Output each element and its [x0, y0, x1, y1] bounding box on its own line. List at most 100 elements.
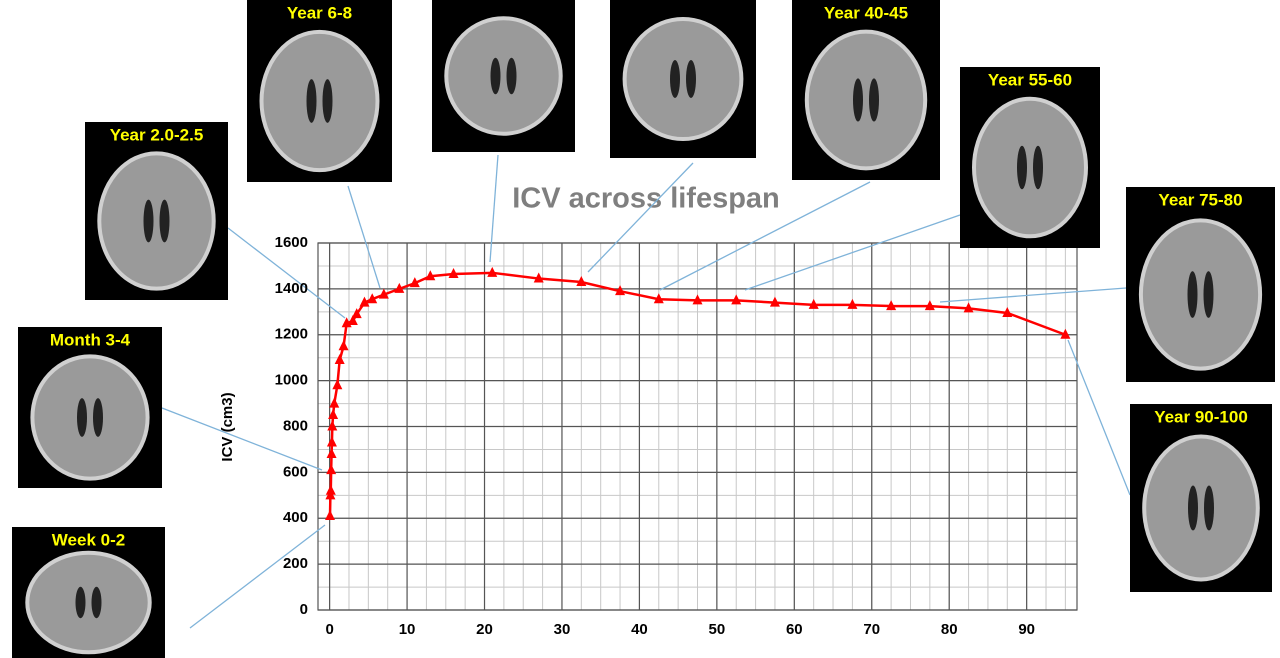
- y-tick-label: 1200: [275, 326, 308, 343]
- data-point: [448, 267, 459, 278]
- data-point: [963, 302, 974, 313]
- ventricle: [159, 199, 170, 243]
- x-tick-label: 50: [709, 621, 726, 638]
- y-tick-label: 1600: [275, 234, 308, 251]
- brain: [1138, 218, 1263, 371]
- data-point: [692, 294, 703, 305]
- x-tick-label: 70: [863, 621, 880, 638]
- data-point: [326, 436, 337, 447]
- ventricle: [490, 57, 501, 95]
- connector: [189, 524, 326, 629]
- data-point: [653, 293, 664, 304]
- data-point: [924, 300, 935, 311]
- data-point: [332, 379, 343, 390]
- brain: [1142, 434, 1260, 582]
- data-point: [327, 420, 338, 431]
- data-point: [334, 353, 345, 364]
- ventricle: [91, 586, 102, 619]
- connector: [939, 287, 1127, 303]
- x-tick-label: 10: [399, 621, 416, 638]
- data-point: [533, 272, 544, 283]
- data-point: [378, 288, 389, 299]
- ventricle: [306, 79, 317, 123]
- connector: [659, 181, 871, 291]
- image-label: Week 0-2: [52, 530, 125, 549]
- y-tick-label: 1400: [275, 280, 308, 297]
- data-point: [326, 464, 337, 475]
- ventricle: [686, 60, 696, 98]
- chart-title: ICV across lifespan: [512, 183, 780, 215]
- marks: [325, 266, 1071, 520]
- connector: [227, 227, 346, 319]
- ventricle: [670, 60, 680, 98]
- connector: [161, 407, 323, 471]
- y-tick-label: 800: [283, 417, 308, 434]
- ventricle: [1203, 271, 1214, 318]
- x-tick-label: 60: [786, 621, 803, 638]
- ventricle: [1187, 271, 1198, 318]
- ventricle: [93, 398, 103, 437]
- y-tick-label: 600: [283, 463, 308, 480]
- data-point: [487, 266, 498, 277]
- brain: [622, 16, 744, 142]
- data-point: [347, 314, 358, 325]
- data-point: [847, 298, 858, 309]
- data-point: [731, 294, 742, 305]
- ventricle: [1017, 145, 1027, 190]
- y-tick-label: 400: [283, 509, 308, 526]
- data-point: [325, 509, 336, 520]
- ventricle: [143, 199, 154, 243]
- image-label: Year 90-100: [1154, 407, 1248, 426]
- brain: [259, 29, 380, 173]
- x-tick-label: 0: [325, 621, 333, 638]
- data-point: [328, 409, 339, 420]
- brain: [444, 16, 563, 136]
- grid: [317, 242, 1078, 611]
- ventricle: [853, 78, 863, 122]
- data-point: [425, 270, 436, 281]
- x-tick-label: 40: [631, 621, 648, 638]
- ventricle: [869, 78, 879, 122]
- x-tick-label: 90: [1018, 621, 1035, 638]
- y-tick-label: 200: [283, 555, 308, 572]
- image-label: Month 3-4: [50, 330, 131, 349]
- y-axis-label: ICV (cm3): [219, 392, 236, 461]
- image-label: Year 6-8: [287, 3, 352, 22]
- data-point: [1002, 306, 1013, 317]
- data-point: [367, 293, 378, 304]
- x-tick-label: 20: [476, 621, 493, 638]
- data-point: [351, 308, 362, 319]
- data-point: [615, 285, 626, 296]
- connector: [744, 214, 961, 291]
- ventricle: [322, 79, 333, 123]
- plot-border: [317, 242, 1078, 611]
- brain: [804, 29, 928, 171]
- data-point: [359, 296, 370, 307]
- data-point: [769, 296, 780, 307]
- image-label: Year 40-45: [824, 3, 908, 22]
- x-tick-label: 80: [941, 621, 958, 638]
- image-label: Year 75-80: [1158, 190, 1242, 209]
- brain-images: Week 0-2 Month 3-4 Year 2.0-2.5 Year 6-8 Yea…: [12, 0, 1275, 658]
- data-point: [325, 484, 336, 495]
- data-point: [576, 275, 587, 286]
- connector: [489, 154, 499, 263]
- connector: [587, 162, 694, 273]
- connector: [1067, 339, 1131, 496]
- ventricle: [1033, 145, 1043, 190]
- data-point: [1060, 328, 1071, 339]
- data-point: [808, 298, 819, 309]
- ventricle: [1204, 485, 1214, 531]
- ventricle: [1188, 485, 1198, 531]
- data-point: [394, 282, 405, 293]
- data-point: [409, 277, 420, 288]
- brain: [30, 354, 150, 481]
- brain: [25, 550, 152, 655]
- x-tick-label: 30: [554, 621, 571, 638]
- image-label: Year 55-60: [988, 70, 1072, 89]
- data-point: [338, 340, 349, 351]
- y-tick-label: 0: [300, 601, 308, 618]
- data-point: [326, 448, 337, 459]
- y-tick-label: 1000: [275, 372, 308, 389]
